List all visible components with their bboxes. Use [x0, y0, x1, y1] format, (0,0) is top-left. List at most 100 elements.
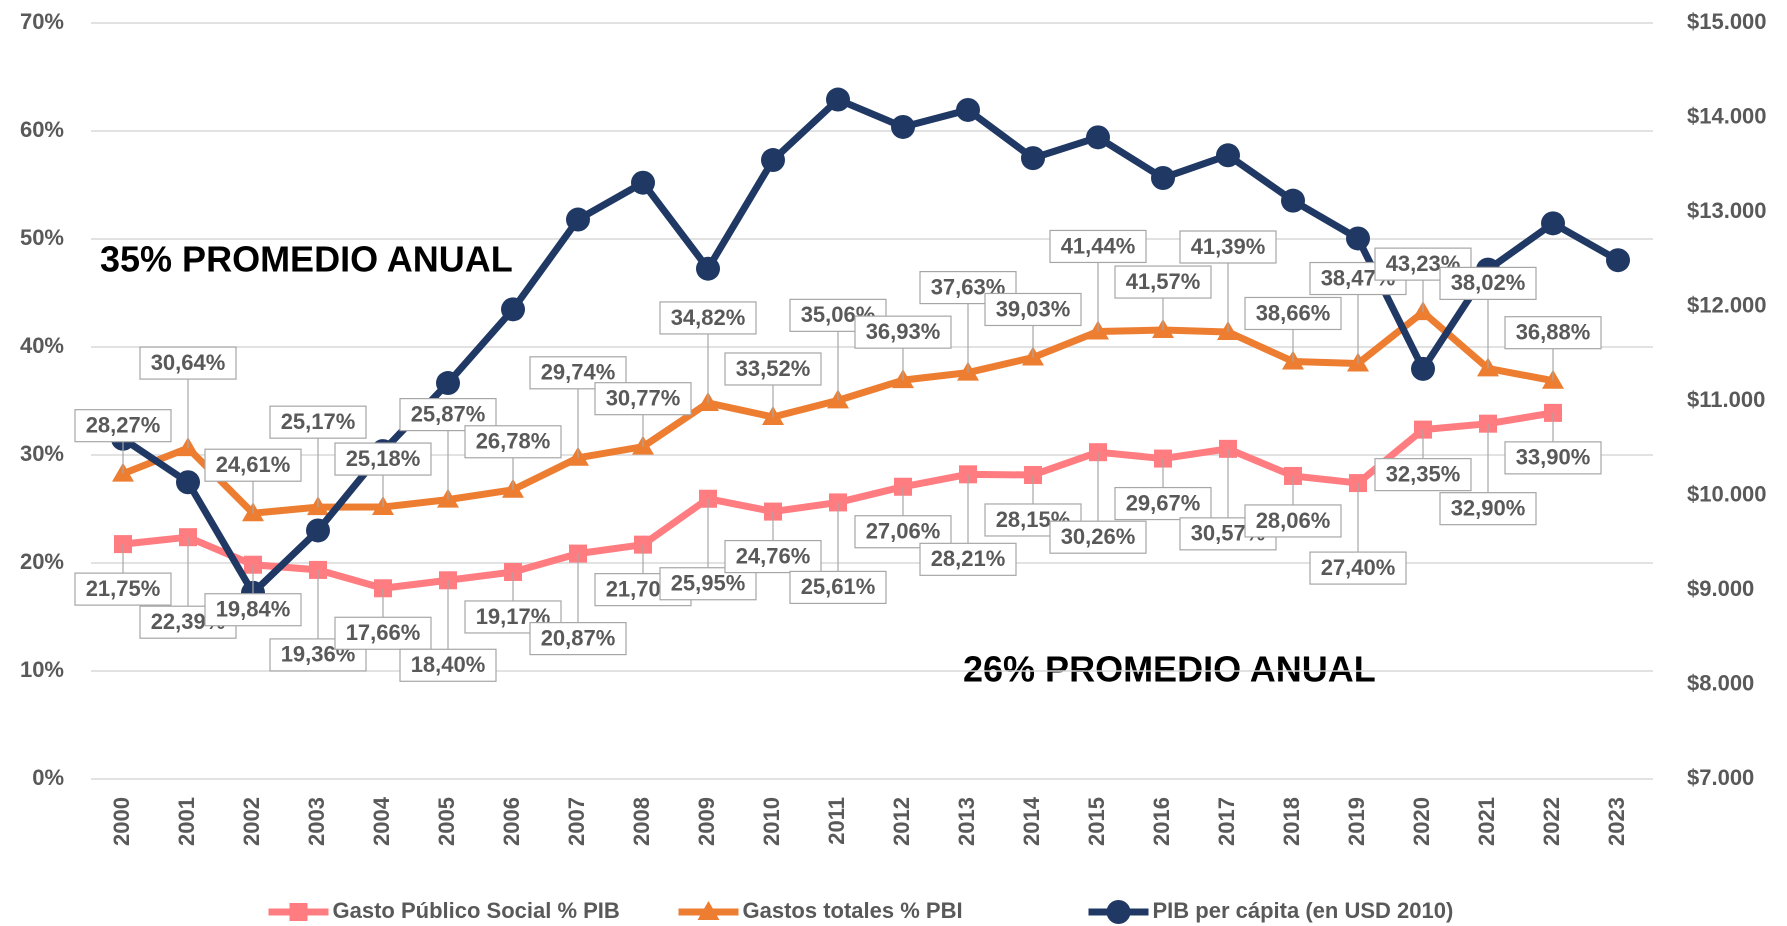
- label-box: [984, 292, 1082, 327]
- y-tick-label: 40%: [20, 333, 64, 358]
- y-tick-label: 20%: [20, 549, 64, 574]
- marker: [1606, 248, 1630, 273]
- label-box: [529, 622, 627, 656]
- data-label: 41,44%: [1061, 233, 1136, 258]
- data-label: 32,90%: [1451, 495, 1526, 520]
- data-label: 25,18%: [346, 446, 421, 471]
- annotation: 26% PROMEDIO ANUAL: [963, 649, 1376, 690]
- x-tick-label: 2022: [1539, 797, 1564, 846]
- y-tick-label: 10%: [20, 657, 64, 682]
- data-label: 26,78%: [476, 429, 551, 454]
- label-box: [854, 315, 952, 349]
- legend-marker: [697, 901, 720, 920]
- label-box: [1049, 520, 1147, 554]
- data-label: 24,61%: [216, 452, 291, 477]
- data-label: 36,88%: [1516, 320, 1591, 345]
- x-tick-label: 2003: [304, 797, 329, 846]
- data-label: 19,84%: [216, 597, 291, 622]
- data-label: 27,40%: [1321, 555, 1396, 580]
- x-tick-label: 2020: [1409, 797, 1434, 846]
- x-tick-label: 2011: [824, 797, 849, 845]
- label-box: [204, 448, 302, 482]
- marker: [1541, 211, 1565, 236]
- label-box: [334, 442, 432, 476]
- marker: [1151, 165, 1175, 190]
- marker: [696, 256, 720, 281]
- label-box: [1439, 266, 1537, 300]
- label-box: [1374, 247, 1472, 281]
- x-tick-label: 2013: [954, 797, 979, 846]
- label-box: [1049, 229, 1147, 264]
- marker: [501, 297, 525, 322]
- x-tick-label: 2001: [174, 797, 199, 846]
- label-box: [1504, 441, 1602, 475]
- data-label: 41,57%: [1126, 269, 1201, 294]
- marker: [826, 87, 850, 112]
- label-box: [74, 572, 172, 606]
- x-tick-label: 2021: [1474, 797, 1499, 846]
- x-tick-label: 2007: [564, 797, 589, 846]
- marker: [176, 470, 200, 495]
- legend-label: Gasto Público Social % PIB: [333, 898, 620, 923]
- x-tick-label: 2005: [434, 797, 459, 846]
- x-tick-label: 2017: [1214, 797, 1239, 846]
- label-box: [1244, 504, 1342, 538]
- data-label: 25,61%: [801, 574, 876, 599]
- marker: [1216, 143, 1240, 168]
- legend-label: PIB per cápita (en USD 2010): [1153, 898, 1454, 923]
- x-tick-label: 2009: [694, 797, 719, 846]
- data-label: 29,74%: [541, 360, 616, 385]
- data-label: 24,76%: [736, 543, 811, 568]
- marker: [1021, 146, 1045, 171]
- data-label: 17,66%: [346, 620, 421, 645]
- data-label: 18,40%: [411, 652, 486, 677]
- y2-tick-label: $9.000: [1687, 576, 1754, 601]
- label-box: [1114, 486, 1212, 521]
- data-label: 34,82%: [671, 305, 746, 330]
- y-tick-label: 70%: [20, 9, 64, 34]
- data-label: 33,52%: [736, 356, 811, 381]
- y-tick-label: 0%: [32, 765, 64, 790]
- data-label: 38,66%: [1256, 300, 1331, 325]
- marker: [956, 97, 980, 122]
- data-label: 38,02%: [1451, 270, 1526, 295]
- y-tick-label: 60%: [20, 117, 64, 142]
- y2-tick-label: $10.000: [1687, 481, 1767, 506]
- data-label: 28,21%: [931, 546, 1006, 571]
- x-tick-label: 2018: [1279, 797, 1304, 846]
- label-box: [74, 409, 172, 443]
- label-box: [659, 301, 757, 335]
- y2-tick-label: $13.000: [1687, 198, 1767, 223]
- data-label: 32,35%: [1386, 461, 1461, 486]
- x-tick-label: 2012: [889, 797, 914, 846]
- label-box: [139, 346, 237, 380]
- label-box: [1244, 296, 1342, 331]
- label-box: [854, 515, 952, 549]
- label-box: [1374, 458, 1472, 492]
- data-label: 25,87%: [411, 401, 486, 426]
- marker: [1346, 226, 1370, 251]
- x-tick-label: 2004: [369, 796, 394, 846]
- label-box: [724, 539, 822, 574]
- marker: [1281, 188, 1305, 213]
- y-tick-label: 50%: [20, 225, 64, 250]
- data-label: 25,17%: [281, 409, 356, 434]
- legend-marker: [1106, 900, 1131, 924]
- y-tick-label: 30%: [20, 441, 64, 466]
- label-box: [204, 593, 302, 627]
- x-tick-label: 2002: [239, 797, 264, 846]
- data-label: 36,93%: [866, 319, 941, 344]
- y2-tick-label: $11.000: [1687, 387, 1765, 412]
- y2-tick-label: $15.000: [1687, 9, 1767, 34]
- x-tick-label: 2016: [1149, 797, 1174, 846]
- label-box: [594, 382, 692, 416]
- data-label: 27,06%: [866, 519, 941, 544]
- label-box: [1179, 230, 1277, 264]
- data-label: 28,06%: [1256, 508, 1331, 533]
- label-box: [919, 542, 1017, 576]
- label-box: [724, 352, 822, 386]
- data-label: 21,75%: [86, 576, 161, 601]
- x-tick-label: 2015: [1084, 797, 1109, 846]
- marker: [1411, 356, 1435, 381]
